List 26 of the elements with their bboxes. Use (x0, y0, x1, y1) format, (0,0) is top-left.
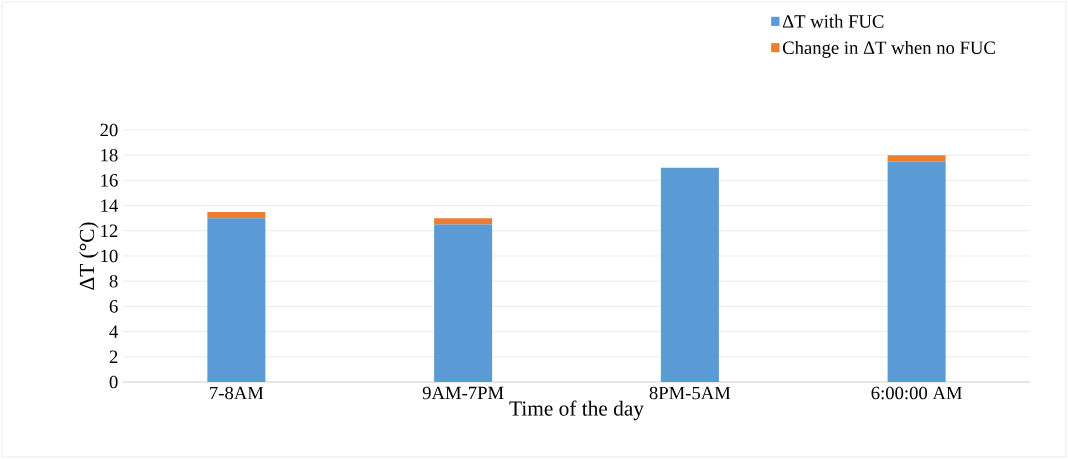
y-axis-title: ΔT (°C) (79, 222, 99, 290)
y-tick-label: 4 (109, 325, 119, 338)
x-tick-label: 9AM-7PM (422, 386, 504, 400)
y-tick-label: 18 (101, 148, 118, 162)
y-tick-label: 2 (109, 350, 118, 363)
y-tick-label: 20 (100, 123, 118, 137)
x-tick-label: 7-8AM (210, 386, 264, 400)
y-tick-label: 10 (101, 249, 118, 263)
x-axis-title: Time of the day (509, 400, 644, 421)
bar (887, 161, 946, 382)
bar (434, 224, 493, 382)
bar (207, 218, 266, 382)
x-tick-label: 8PM-5AM (649, 386, 731, 400)
bar (887, 155, 946, 162)
x-tick-label: 6:00:00 AM (871, 386, 962, 400)
bar (660, 167, 719, 382)
legend-label: Change in ΔT when no FUC (782, 40, 995, 58)
legend-label: ΔT with FUC (782, 14, 884, 28)
y-tick-label: 12 (101, 224, 118, 237)
y-tick-label: 8 (109, 274, 118, 288)
bar (434, 218, 493, 225)
y-tick-label: 0 (109, 375, 118, 389)
y-tick-label: 16 (101, 174, 118, 187)
bar (207, 211, 266, 219)
y-tick-label: 6 (109, 300, 118, 313)
y-tick-label: 14 (101, 199, 119, 212)
